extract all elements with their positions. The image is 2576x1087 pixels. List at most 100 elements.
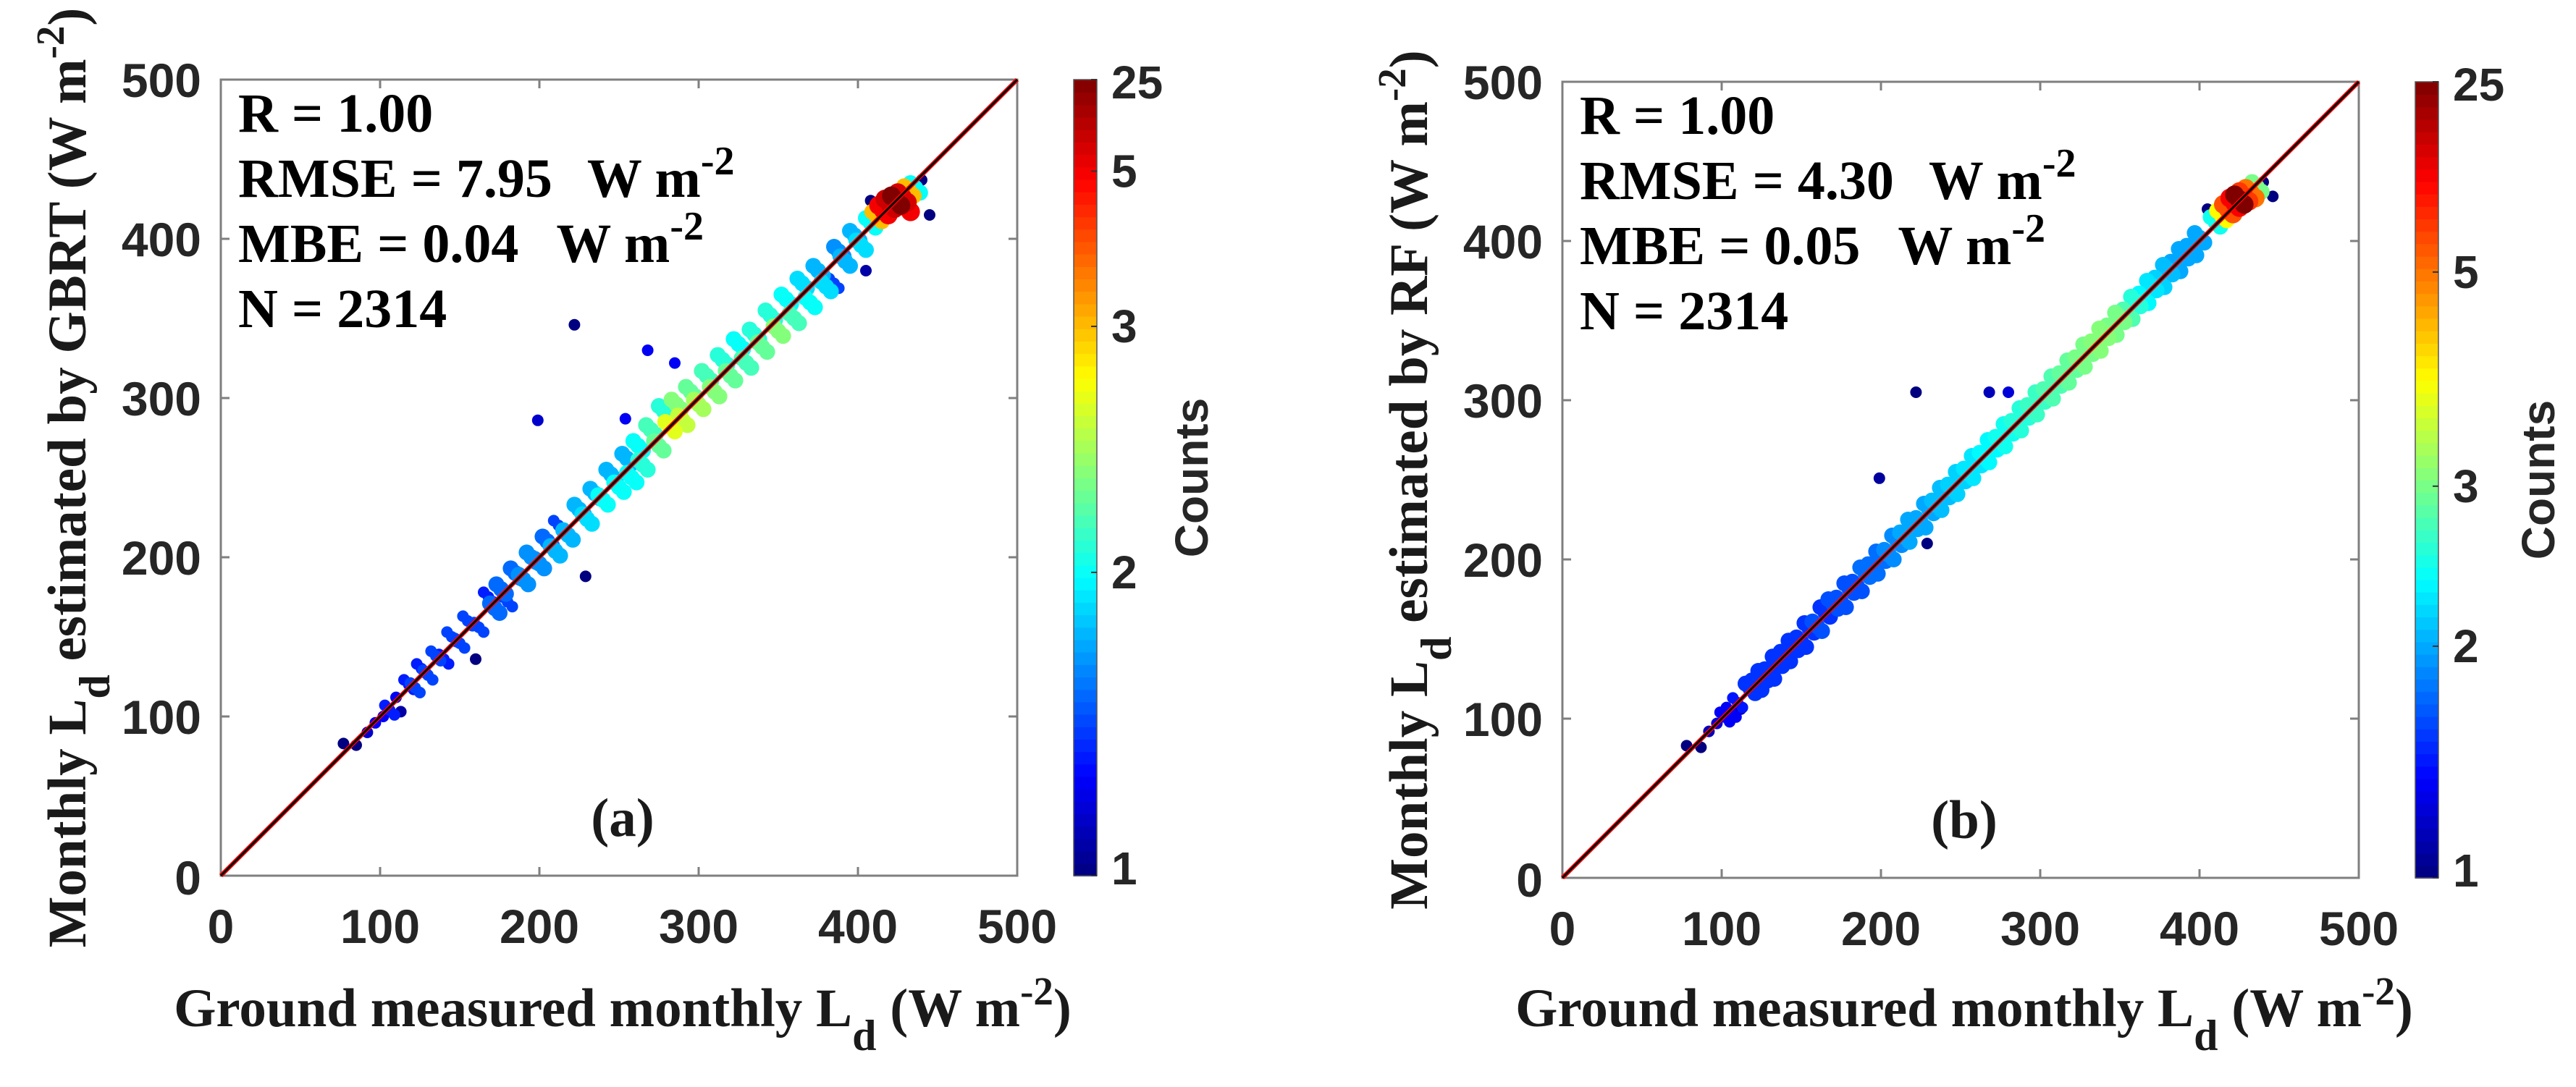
scatter-point [458,642,471,654]
colorbar-segment [1074,738,1097,753]
colorbar-segment [2415,567,2438,580]
scatter-point [2091,321,2108,337]
stat-r: R = 1.00 [238,83,433,144]
colorbar-label: Counts [2512,400,2564,559]
y-tick-label: 0 [174,851,201,905]
scatter-point [531,414,544,426]
x-tick-label: 0 [1549,902,1576,955]
stats-box: R = 1.00 RMSE = 7.95 W m-2 MBE = 0.04 W m-… [238,83,734,339]
colorbar-segment [1074,539,1097,554]
y-tick-label: 500 [1463,56,1543,109]
colorbar-segment [1074,104,1097,118]
x-tick-label: 100 [1682,902,1761,955]
colorbar-segment [2415,654,2438,667]
colorbar-segment [1074,601,1097,616]
colorbar-segment [2415,554,2438,568]
colorbar-segment [1074,216,1097,230]
colorbar-tick-label: 2 [2453,620,2479,672]
colorbar-segment [2415,790,2438,804]
colorbar-segment [1074,303,1097,317]
scatter-point [686,392,702,408]
x-tick-label: 500 [2319,902,2399,955]
colorbar-segment [1074,80,1097,93]
panel-b: 0 100 200 300 400 500 0 100 200 300 400 500 Monthly… [1370,50,2565,1059]
colorbar-segment [1074,253,1097,267]
colorbar-segment [2415,181,2438,195]
colorbar-segment [1074,365,1097,379]
colorbar-segment [2415,318,2438,331]
colorbar-segment [2415,281,2438,295]
scatter-point [598,462,615,478]
colorbar-segment [1074,478,1097,491]
colorbar-segment [1074,129,1097,143]
colorbar-tick-label: 5 [2453,246,2479,298]
colorbar-segment [2415,778,2438,792]
reference-lines [219,77,1019,878]
colorbar: 1 2 3 5 25 [1073,56,1163,894]
colorbar-segment [1074,92,1097,106]
scatter-point [619,413,631,425]
x-tick-label: 300 [659,900,738,953]
colorbar-segment [2415,604,2438,618]
colorbar-segment [1074,353,1097,367]
colorbar-segment [2415,740,2438,755]
colorbar-segment [1074,141,1097,156]
y-tick-label: 400 [1463,215,1543,268]
colorbar-segment [1074,838,1097,852]
colorbar-segment [2415,454,2438,468]
colorbar-segment [2415,82,2438,96]
colorbar-segment [1074,726,1097,740]
scatter-point [470,653,481,665]
colorbar-segment [1074,552,1097,566]
y-tick-label: 500 [122,54,201,107]
colorbar-segment [2415,517,2438,530]
stat-mbe: MBE = 0.05 W m-2 [1580,206,2045,276]
colorbar-segment [2415,193,2438,207]
y-tick-label: 300 [1463,374,1543,428]
scatter-point [749,334,766,350]
axis-ticks [1561,80,2360,879]
panel-label: (a) [591,788,654,848]
stats-box: R = 1.00 RMSE = 4.30 W m-2 MBE = 0.05 W m-… [1580,85,2076,342]
colorbar-segment [1074,229,1097,242]
colorbar-segment [2415,641,2438,655]
scatter-point [710,347,726,363]
colorbar-segment [1074,440,1097,454]
colorbar-tick-label: 25 [2453,59,2504,111]
colorbar-segment [2415,243,2438,257]
colorbar-tick-label: 2 [1111,546,1137,599]
scatter-point [590,487,607,504]
colorbar-segment [2415,94,2438,108]
colorbar-segment [2415,106,2438,120]
colorbar-segment [2415,305,2438,319]
colorbar-segment [1074,751,1097,765]
colorbar-segment [1074,577,1097,591]
colorbar-label: Counts [1166,398,1218,557]
scatter-point [457,610,469,622]
colorbar-segment [2415,330,2438,344]
scatter-point [414,687,426,698]
scatter-point [388,709,400,721]
colorbar-segment [2415,703,2438,717]
colorbar-segment [2415,816,2438,829]
axis-ticks [219,78,1019,877]
x-tick-label: 200 [1841,902,1921,955]
x-tick-label: 200 [500,900,579,953]
colorbar-segment [1074,515,1097,528]
colorbar-segment [1074,714,1097,727]
one-to-one-line [219,78,1019,877]
colorbar-tick-label: 5 [1111,145,1137,198]
colorbar-segment [2415,392,2438,406]
x-tick-label: 500 [977,900,1057,953]
scatter-point [619,465,635,481]
colorbar-segment [1074,266,1097,279]
colorbar-segment [2415,119,2438,132]
colorbar-segment [2415,418,2438,431]
scatter-point [1727,692,1739,704]
y-tick-label: 0 [1516,853,1543,907]
scatter-point [2186,225,2203,241]
colorbar-segment [2415,169,2438,182]
colorbar-segment [1074,378,1097,392]
scatter-point [425,645,437,657]
x-axis-title: Ground measured monthly Ld (W m-2) [174,969,1072,1060]
